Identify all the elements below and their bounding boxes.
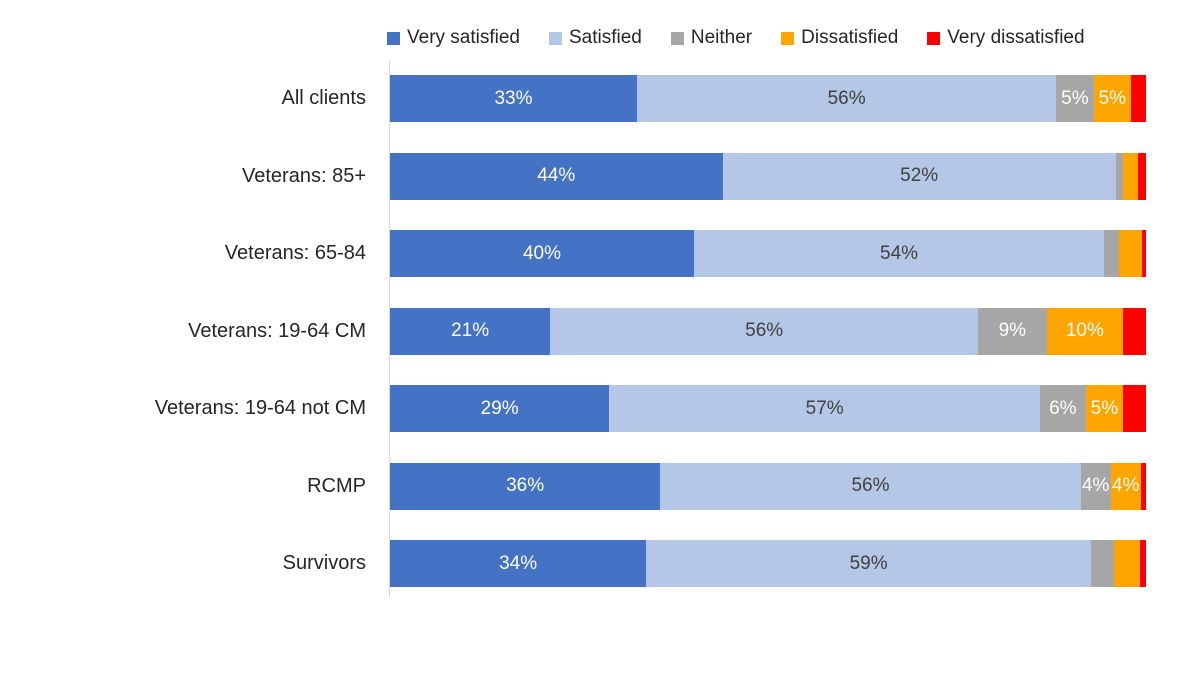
bar-segment: 4%: [1110, 462, 1141, 510]
segment-value-label: 34%: [499, 552, 538, 574]
segment-value-label: 59%: [849, 552, 888, 574]
segment-value-label: 40%: [522, 242, 561, 264]
bar-row: Survivors 34% 59%: [0, 540, 1200, 587]
legend-label: Dissatisfied: [801, 27, 899, 48]
category-label: Veterans: 85+: [242, 164, 366, 187]
bar-segment: 36%: [390, 462, 661, 510]
bar-segment: 56%: [637, 75, 1057, 122]
segment-value-label: 56%: [827, 87, 866, 109]
bar-segment: [1115, 152, 1124, 200]
legend-label: Neither: [690, 27, 753, 48]
bar-segment: 21%: [390, 307, 551, 355]
bar-segment: [1123, 385, 1146, 432]
segment-value-label: 36%: [506, 475, 545, 496]
bar-row: Veterans: 19-64 not CM 29% 57% 6% 5%: [0, 385, 1200, 432]
bar-segment: [1138, 152, 1146, 200]
bar-segment: [1119, 230, 1143, 277]
stacked-bar: 34% 59%: [390, 540, 1146, 587]
stacked-bar: 36% 56% 4% 4%: [390, 462, 1146, 510]
segment-value-label: 4%: [1111, 475, 1140, 496]
bar-segment: 59%: [646, 540, 1091, 587]
category-label: Survivors: [282, 552, 366, 574]
legend-swatch-icon: [927, 31, 941, 45]
bar-segment: 6%: [1040, 385, 1086, 432]
segment-value-label: 4%: [1081, 475, 1110, 496]
bar-segment: 5%: [1093, 75, 1131, 122]
stacked-bar: 29% 57% 6% 5%: [390, 385, 1146, 432]
category-label: All clients: [281, 87, 366, 109]
bar-segment: [1131, 75, 1146, 122]
bar-segment: [1113, 540, 1140, 587]
bar-row: Veterans: 19-64 CM 21% 56% 9% 10%: [0, 307, 1200, 355]
legend-swatch-icon: [670, 31, 684, 45]
bar-segment: [1104, 230, 1120, 277]
legend-item: Dissatisfied: [781, 27, 898, 49]
stacked-bar: 44% 52%: [390, 152, 1146, 200]
bar-segment: [1142, 230, 1146, 277]
legend-label: Very dissatisfied: [947, 27, 1085, 48]
segment-value-label: 9%: [998, 320, 1027, 341]
bar-row: RCMP 36% 56% 4% 4%: [0, 462, 1200, 510]
legend-swatch-icon: [781, 31, 795, 45]
bar-segment: 40%: [390, 230, 694, 277]
segment-value-label: 44%: [537, 165, 576, 186]
segment-value-label: 56%: [745, 320, 784, 341]
segment-value-label: 54%: [880, 242, 919, 264]
bar-segment: 56%: [550, 307, 978, 355]
stacked-bar: 40% 54%: [390, 230, 1146, 277]
bar-segment: 9%: [977, 307, 1047, 355]
stacked-bar: 33% 56% 5% 5%: [390, 75, 1146, 122]
segment-value-label: 6%: [1049, 397, 1077, 419]
stacked-bar: 21% 56% 9% 10%: [390, 307, 1146, 355]
bar-segment: 4%: [1080, 462, 1111, 510]
segment-value-label: 29%: [480, 397, 519, 419]
bar-segment: 29%: [390, 385, 610, 432]
segment-value-label: 10%: [1065, 320, 1104, 341]
legend-item: Satisfied: [549, 27, 642, 49]
legend-label: Satisfied: [569, 27, 642, 48]
segment-value-label: 5%: [1098, 87, 1127, 109]
bar-segment: 56%: [660, 462, 1081, 510]
legend: Very satisfied Satisfied Neither Dissati…: [387, 27, 1085, 49]
legend-item: Very satisfied: [387, 27, 520, 49]
segment-value-label: 21%: [451, 320, 490, 341]
bar-segment: 44%: [390, 152, 723, 200]
segment-value-label: 5%: [1090, 397, 1119, 419]
segment-value-label: 33%: [494, 87, 533, 109]
category-label: Veterans: 19-64 not CM: [154, 397, 366, 419]
segment-value-label: 57%: [805, 397, 844, 419]
bar-segment: 10%: [1046, 307, 1124, 355]
category-label: Veterans: 65-84: [224, 242, 366, 264]
y-axis-line: [389, 60, 390, 597]
category-label: RCMP: [307, 474, 366, 497]
category-label: Veterans: 19-64 CM: [188, 319, 366, 342]
bar-segment: 57%: [609, 385, 1041, 432]
bar-row: All clients 33% 56% 5% 5%: [0, 75, 1200, 122]
bar-segment: [1139, 540, 1146, 587]
bar-segment: [1090, 540, 1114, 587]
bar-segment: 34%: [390, 540, 647, 587]
segment-value-label: 5%: [1061, 87, 1089, 109]
bar-segment: [1123, 152, 1139, 200]
bar-segment: 52%: [722, 152, 1116, 200]
plot-area: All clients 33% 56% 5% 5% Veterans: 85+ …: [0, 75, 1200, 635]
bar-segment: 54%: [693, 230, 1105, 277]
segment-value-label: 52%: [900, 165, 939, 186]
bar-segment: [1123, 307, 1146, 355]
legend-item: Neither: [670, 27, 753, 49]
legend-swatch-icon: [549, 31, 562, 45]
bar-segment: [1140, 462, 1146, 510]
legend-label: Very satisfied: [407, 27, 520, 48]
legend-swatch-icon: [387, 31, 400, 45]
bar-row: Veterans: 65-84 40% 54%: [0, 230, 1200, 277]
bar-segment: 5%: [1085, 385, 1124, 432]
bar-row: Veterans: 85+ 44% 52%: [0, 152, 1200, 200]
bar-segment: 33%: [390, 75, 637, 122]
segment-value-label: 56%: [851, 475, 890, 496]
bar-segment: 5%: [1056, 75, 1094, 122]
legend-item: Very dissatisfied: [927, 27, 1085, 49]
